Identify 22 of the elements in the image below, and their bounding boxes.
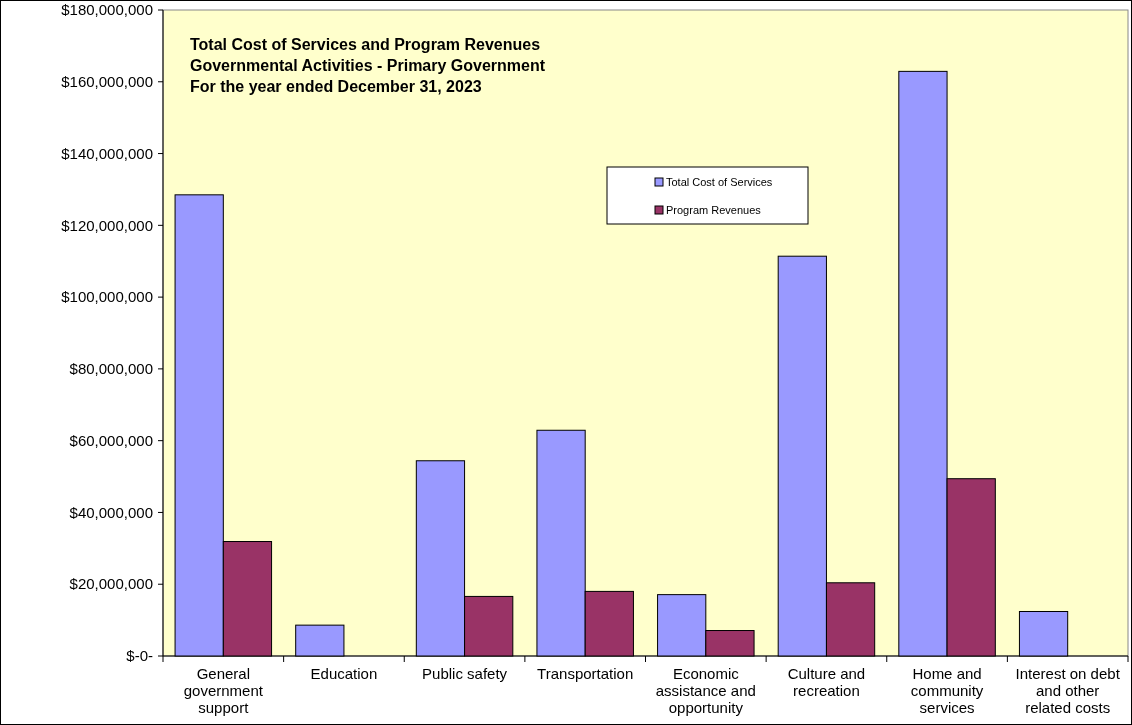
y-tick-label: $180,000,000 xyxy=(61,1,153,19)
y-tick-label: $-0- xyxy=(126,647,153,665)
x-tick-label: Interest on debt and other related costs xyxy=(1015,665,1121,716)
x-tick-label: Economic assistance and opportunity xyxy=(655,665,756,716)
y-tick-label: $60,000,000 xyxy=(69,431,153,449)
legend-label: Program Revenues xyxy=(666,203,762,216)
y-tick-label: $80,000,000 xyxy=(69,360,153,378)
y-tick-label: $140,000,000 xyxy=(61,144,153,162)
y-tick-label: $120,000,000 xyxy=(61,216,153,234)
x-tick-label: Transportation xyxy=(537,665,634,682)
y-tick-label: $160,000,000 xyxy=(61,73,153,91)
x-tick-label: Culture and recreation xyxy=(787,665,866,699)
text: Total Cost of Services and Program Revenues xyxy=(190,36,541,53)
y-tick-label: $20,000,000 xyxy=(69,575,153,593)
x-tick-label: Education xyxy=(310,665,378,682)
x-tick-label: Public safety xyxy=(422,665,508,682)
x-tick-label: Home and community services xyxy=(910,665,984,716)
y-tick-label: $100,000,000 xyxy=(61,288,153,306)
x-tick-label: General government support xyxy=(183,665,264,716)
legend-label: Total Cost of Services xyxy=(666,175,773,188)
text: Governmental Activities - Primary Government For the year ended December 31, 2023 xyxy=(190,57,546,95)
y-tick-label: $40,000,000 xyxy=(69,503,153,521)
